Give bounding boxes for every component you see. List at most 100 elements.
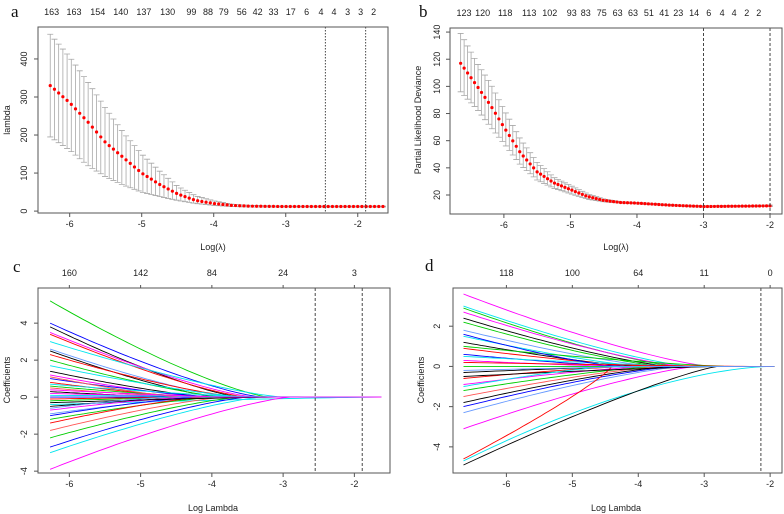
cv-mean-point: [158, 182, 162, 187]
x-axis-label: Log Lambda: [188, 503, 238, 513]
y-tick-label: 0: [432, 364, 442, 369]
x-tick-label: -4: [634, 479, 642, 489]
cv-mean-point: [196, 199, 200, 203]
plot-area: [47, 33, 386, 209]
cv-mean-point: [542, 174, 546, 179]
panel-d-coefficient-paths: d Log Lambda Coefficients -6 -5 -4 -3 -2 -4 -2…: [416, 256, 783, 513]
cv-mean-point: [695, 204, 699, 208]
panel-letter: b: [419, 2, 428, 21]
cv-mean-point: [611, 200, 616, 204]
cv-mean-point: [267, 204, 271, 208]
x-tick-label: -3: [700, 479, 708, 489]
cv-mean-point: [90, 125, 94, 129]
cv-mean-point: [255, 204, 259, 208]
x-axis-label: Log Lambda: [591, 503, 641, 513]
panel-letter: c: [13, 257, 21, 276]
plot-frame: [449, 27, 783, 215]
top-count-label: 120: [475, 8, 490, 18]
top-count-label: 51: [644, 8, 654, 18]
cv-mean-point: [465, 71, 470, 75]
cv-mean-point: [116, 151, 120, 155]
y-tick-label: 60: [432, 136, 442, 146]
y-tick-label: -2: [432, 403, 442, 411]
cv-mean-point: [684, 204, 689, 208]
cv-mean-point: [360, 204, 364, 209]
cv-mean-point: [723, 204, 727, 208]
y-tick-label: -4: [432, 443, 442, 451]
coefficient-path: [49, 341, 382, 398]
cv-mean-point: [208, 201, 212, 205]
cv-mean-point: [128, 161, 132, 165]
y-tick-label: 4: [19, 321, 29, 326]
cv-mean-point: [733, 204, 737, 208]
cv-mean-point: [335, 204, 339, 209]
coefficient-path: [50, 365, 382, 398]
plot-area: [457, 33, 774, 209]
cv-mean-point: [288, 204, 292, 209]
coefficient-path: [463, 365, 775, 460]
top-count-label: 63: [628, 8, 638, 18]
cv-mean-point: [65, 98, 69, 103]
top-count-label: 160: [62, 268, 77, 278]
coefficient-path: [463, 365, 775, 414]
cv-mean-point: [149, 177, 153, 181]
y-tick-label: 100: [19, 166, 29, 181]
cv-mean-point: [191, 198, 196, 202]
top-count-label: 142: [133, 268, 148, 278]
cv-mean-point: [754, 204, 758, 208]
top-count-label: 154: [90, 7, 105, 17]
cv-mean-point: [111, 147, 116, 151]
coefficient-path: [463, 305, 775, 367]
cv-mean-point: [313, 204, 318, 209]
cv-mean-point: [246, 204, 250, 208]
cv-mean-point: [137, 168, 141, 173]
cv-mean-point: [356, 204, 360, 209]
coefficient-path: [463, 365, 775, 408]
cv-mean-point: [305, 204, 309, 209]
top-count-label: 24: [278, 268, 288, 278]
cv-mean-point: [490, 105, 494, 110]
y-tick-label: 40: [432, 163, 442, 173]
panel-a-cv-lambda: a Log(λ) lambda -6 -5 -4 -3 -2 0 100 200 300 400 1…: [2, 2, 389, 252]
coefficient-path: [50, 396, 382, 431]
y-axis-label: Coefficients: [416, 356, 426, 403]
panel-letter: a: [11, 2, 19, 21]
top-count-label: 23: [673, 8, 683, 18]
cv-mean-point: [698, 204, 703, 209]
cv-mean-point: [660, 203, 664, 207]
top-count-label: 17: [286, 7, 296, 17]
cv-mean-point: [577, 191, 581, 195]
cv-mean-point: [667, 203, 671, 207]
x-axis-label: Log(λ): [200, 242, 226, 252]
cv-mean-point: [212, 201, 217, 206]
top-count-label: 102: [542, 8, 557, 18]
cv-mean-point: [650, 202, 654, 206]
cv-mean-point: [351, 204, 356, 209]
cv-mean-point: [238, 204, 242, 208]
plot-area: [49, 300, 382, 470]
error-bar: [85, 82, 92, 167]
cv-mean-point: [702, 204, 706, 209]
coefficient-path: [463, 365, 775, 371]
coefficient-path: [463, 345, 775, 367]
top-count-label: 63: [613, 8, 623, 18]
cv-mean-point: [584, 194, 588, 198]
cv-mean-point: [563, 185, 567, 189]
y-tick-label: -4: [19, 467, 29, 475]
x-tick-label: -3: [279, 479, 287, 489]
cv-mean-point: [601, 198, 605, 202]
cv-mean-point: [86, 120, 90, 124]
coefficient-path: [50, 389, 382, 398]
cv-mean-point: [622, 201, 626, 205]
cv-mean-point: [153, 180, 158, 184]
cv-mean-point: [671, 203, 675, 207]
cv-mean-point: [162, 185, 166, 189]
cv-mean-point: [326, 204, 330, 209]
cv-mean-point: [674, 203, 678, 208]
cv-mean-point: [94, 130, 99, 134]
cv-mean-point: [200, 199, 204, 204]
cv-mean-point: [301, 204, 305, 209]
top-count-label: 42: [253, 7, 263, 17]
cv-mean-point: [726, 204, 730, 208]
cv-mean-point: [61, 95, 65, 99]
